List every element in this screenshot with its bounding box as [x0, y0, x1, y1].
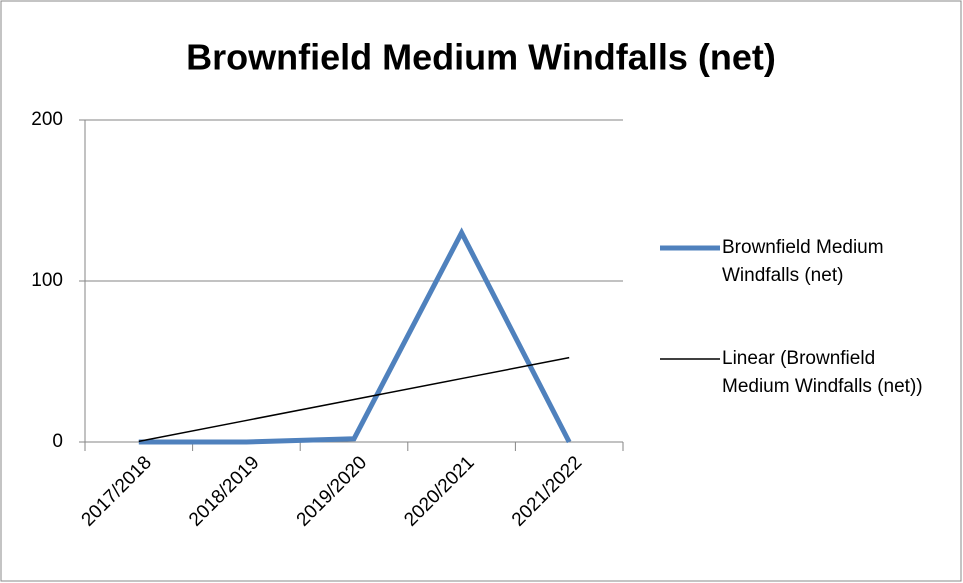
y-tick-label: 100: [31, 270, 63, 291]
y-tick-label: 0: [52, 431, 63, 452]
trend-line: [138, 356, 570, 443]
chart-title: Brownfield Medium Windfalls (net): [186, 37, 776, 78]
y-tick-label: 200: [31, 109, 63, 130]
data-line: [138, 227, 572, 445]
legend-label: Linear (Brownfield Medium Windfalls (net…: [722, 348, 923, 397]
legend-label: Brownfield Medium Windfalls (net): [722, 237, 884, 286]
